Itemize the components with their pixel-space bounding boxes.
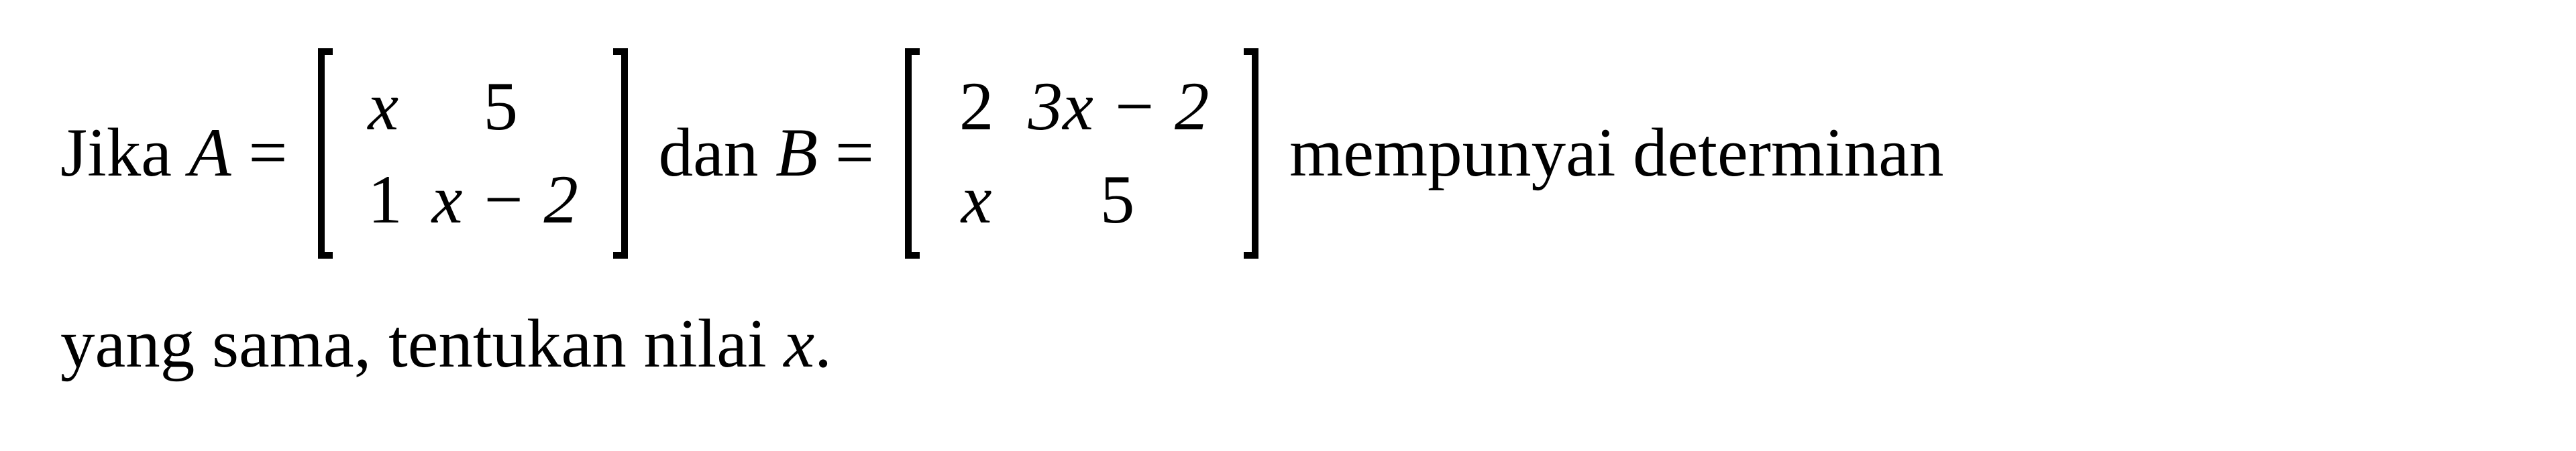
math-problem: Jika A = x 5 1 x − 2 dan B = [60, 48, 1943, 403]
line-2: yang sama, tentukan nilai x. [60, 285, 1943, 403]
matrix-A: x 5 1 x − 2 [313, 48, 633, 259]
line-1: Jika A = x 5 1 x − 2 dan B = [60, 48, 1943, 259]
bracket-left-icon [313, 48, 337, 259]
matrix-A-r1c2: 5 [413, 60, 588, 153]
matrix-B-body: 2 3x − 2 x 5 [924, 48, 1240, 259]
text-line2c: . [814, 306, 832, 382]
matrix-B-row-1: 2 3x − 2 [940, 60, 1224, 153]
bracket-right-icon [609, 48, 633, 259]
matrix-B: 2 3x − 2 x 5 [900, 48, 1265, 259]
bracket-right-icon [1240, 48, 1264, 259]
matrix-A-row-2: 1 x − 2 [353, 153, 593, 247]
var-B: B [775, 94, 818, 212]
matrix-B-row-2: x 5 [940, 153, 1224, 247]
matrix-B-r2c2: 5 [1014, 153, 1222, 247]
matrix-B-r1c1: 2 [940, 60, 1014, 153]
matrix-A-r2c1: 1 [353, 153, 417, 247]
matrix-B-r1c2: 3x − 2 [1014, 60, 1224, 153]
matrix-A-body: x 5 1 x − 2 [337, 48, 609, 259]
text-jika: Jika [60, 94, 189, 212]
matrix-A-r1c1: x [353, 60, 413, 153]
var-x: x [784, 306, 814, 382]
text-tail: mempunyai determinan [1272, 94, 1943, 212]
matrix-A-r2c2: x − 2 [417, 153, 593, 247]
eq-2: = [818, 94, 892, 212]
text-dan: dan [641, 94, 775, 212]
text-line2a: yang sama, tentukan nilai [60, 306, 784, 382]
bracket-left-icon [900, 48, 924, 259]
matrix-A-row-1: x 5 [353, 60, 593, 153]
var-A: A [189, 94, 231, 212]
matrix-B-r2c1: x [940, 153, 1014, 247]
eq-1: = [231, 94, 305, 212]
